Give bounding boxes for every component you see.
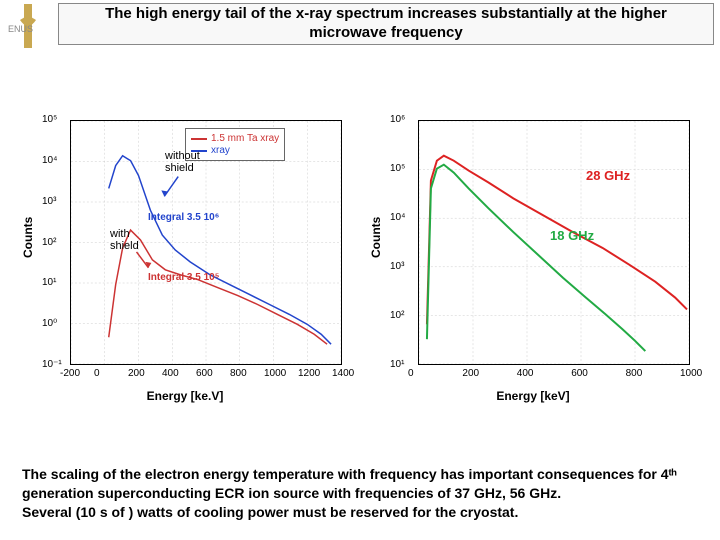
y-tick: 10⁴ — [42, 155, 66, 166]
y-tick: 10⁶ — [390, 114, 405, 125]
x-tick: 1200 — [298, 368, 320, 379]
x-tick: 200 — [462, 368, 479, 379]
chart-shield-comparison: Energy [ke.V] Counts 1.5 mm Ta xrayxray … — [20, 110, 350, 405]
annotation: Integral 3.5 10⁶ — [148, 212, 219, 223]
x-tick: 0 — [94, 368, 100, 379]
annotation: withshield — [110, 228, 139, 252]
x-tick: 200 — [128, 368, 145, 379]
x-tick: 1400 — [332, 368, 354, 379]
series-label: 28 GHz — [586, 168, 630, 183]
legend-left: 1.5 mm Ta xrayxray — [185, 128, 285, 161]
slide-title-box: The high energy tail of the x-ray spectr… — [58, 3, 714, 45]
y-tick: 10⁴ — [390, 212, 405, 223]
series-label: 18 GHz — [550, 228, 594, 243]
conclusion-text: The scaling of the electron energy tempe… — [22, 465, 698, 522]
logo-text: ENUS — [8, 24, 33, 34]
x-tick: 600 — [196, 368, 213, 379]
x-tick: 0 — [408, 368, 414, 379]
x-tick: 400 — [162, 368, 179, 379]
x-tick: 800 — [230, 368, 247, 379]
x-tick: 400 — [517, 368, 534, 379]
y-tick: 10¹ — [42, 277, 66, 288]
slide-title: The high energy tail of the x-ray spectr… — [67, 5, 705, 43]
y-tick: 10⁻¹ — [42, 359, 66, 370]
y-tick: 10⁵ — [42, 114, 66, 125]
chart-frequency-comparison: Energy [keV] Counts 28 GHz 18 GHz 0 200 400… — [368, 110, 698, 405]
y-tick: 10² — [42, 237, 66, 248]
legend-item: xray — [191, 145, 279, 156]
y-tick: 10² — [390, 310, 404, 321]
x-tick: 600 — [571, 368, 588, 379]
y-tick: 10⁵ — [390, 163, 405, 174]
x-tick: 1000 — [264, 368, 286, 379]
annotation: Integral 3.5 10⁵ — [148, 272, 219, 283]
y-tick: 10³ — [42, 196, 66, 207]
chart-row: Energy [ke.V] Counts 1.5 mm Ta xrayxray … — [20, 110, 700, 420]
y-tick: 10¹ — [390, 359, 404, 370]
y-tick: 10³ — [390, 261, 404, 272]
legend-item: 1.5 mm Ta xray — [191, 133, 279, 144]
x-axis-label-right: Energy [keV] — [496, 389, 569, 403]
x-axis-label-left: Energy [ke.V] — [147, 389, 224, 403]
x-tick: 1000 — [680, 368, 702, 379]
y-axis-label-right: Counts — [369, 216, 383, 257]
annotation: withoutshield — [165, 150, 200, 174]
y-tick: 10⁰ — [42, 318, 66, 329]
y-axis-label-left: Counts — [21, 216, 35, 257]
x-tick: 800 — [626, 368, 643, 379]
venus-logo: ENUS — [2, 2, 57, 52]
